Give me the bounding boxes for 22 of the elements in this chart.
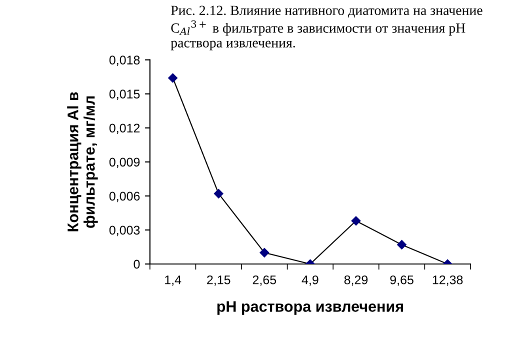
x-tick-label: 2,15 xyxy=(207,275,230,286)
y-tick-label: 0,012 xyxy=(109,124,140,134)
x-tick-label: 4,9 xyxy=(302,275,318,286)
point xyxy=(214,189,224,198)
point xyxy=(260,248,270,258)
x-tick-label: 8,29 xyxy=(344,275,368,286)
y-tick-label: 0,003 xyxy=(109,226,140,236)
point xyxy=(397,240,406,250)
chart-title: Рис. 2.12. Влияние нативного диатомита на значение C$_{Al}$$^{3+}$ в фильтрате в зависимости от значения pH раствора извлечения. xyxy=(170,6,482,50)
y-tick-label: 0 xyxy=(134,260,140,269)
y-tick-label: 0,018 xyxy=(109,56,140,66)
x-tick-label: 2,65 xyxy=(252,275,276,286)
point xyxy=(168,73,178,83)
x-tick-label: 12,38 xyxy=(432,275,463,286)
y-axis-title: Концентрация Al в фильтрате, мг/мл xyxy=(67,92,98,232)
point xyxy=(351,216,361,226)
y-tick-label: 0,009 xyxy=(109,158,140,168)
y-tick-label: 0,006 xyxy=(109,192,140,202)
x-axis-title: pH раствора извлечения xyxy=(217,301,403,315)
x-tick-label: 1,4 xyxy=(165,276,182,286)
x-tick-label: 9,65 xyxy=(390,275,414,286)
y-tick-label: 0,015 xyxy=(109,90,140,100)
